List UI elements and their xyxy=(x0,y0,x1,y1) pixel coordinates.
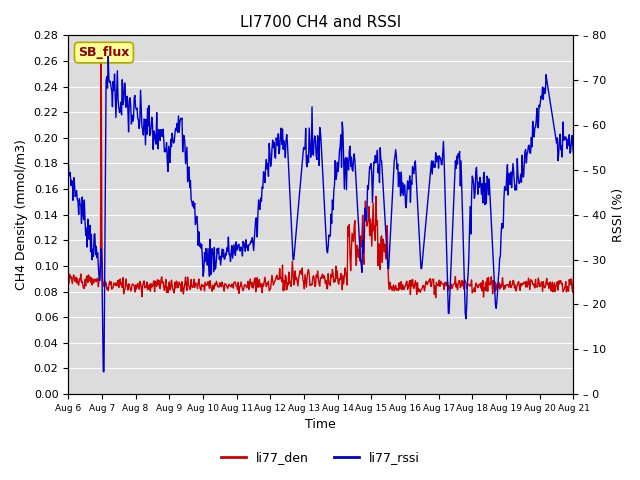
li77_den xyxy=(432,295,440,300)
li77_rssi xyxy=(104,53,112,59)
X-axis label: Time: Time xyxy=(305,419,336,432)
li77_den xyxy=(64,279,72,285)
li77_den xyxy=(397,279,405,285)
li77_rssi xyxy=(383,254,391,260)
Legend: li77_den, li77_rssi: li77_den, li77_rssi xyxy=(216,446,424,469)
li77_den xyxy=(74,276,81,281)
li77_den xyxy=(204,279,212,285)
Title: LI7700 CH4 and RSSI: LI7700 CH4 and RSSI xyxy=(240,15,401,30)
li77_rssi xyxy=(178,115,186,121)
Line: li77_den: li77_den xyxy=(68,57,573,298)
li77_rssi xyxy=(99,369,107,374)
li77_rssi xyxy=(74,197,81,203)
li77_rssi xyxy=(127,102,134,108)
li77_den xyxy=(177,288,185,294)
Y-axis label: RSSI (%): RSSI (%) xyxy=(612,188,625,242)
Line: li77_rssi: li77_rssi xyxy=(68,56,573,372)
li77_rssi xyxy=(398,190,406,196)
Y-axis label: CH4 Density (mmol/m3): CH4 Density (mmol/m3) xyxy=(15,139,28,290)
li77_den xyxy=(570,275,577,280)
li77_rssi xyxy=(205,263,212,268)
li77_den xyxy=(97,54,105,60)
Text: SB_flux: SB_flux xyxy=(78,46,130,59)
li77_den xyxy=(383,245,390,251)
li77_rssi xyxy=(64,152,72,157)
li77_den xyxy=(126,285,134,291)
li77_rssi xyxy=(570,151,577,157)
